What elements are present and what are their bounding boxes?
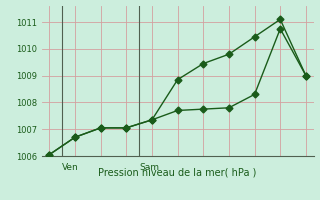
Text: Sam: Sam — [139, 163, 159, 172]
X-axis label: Pression niveau de la mer( hPa ): Pression niveau de la mer( hPa ) — [99, 167, 257, 177]
Text: Ven: Ven — [62, 163, 79, 172]
